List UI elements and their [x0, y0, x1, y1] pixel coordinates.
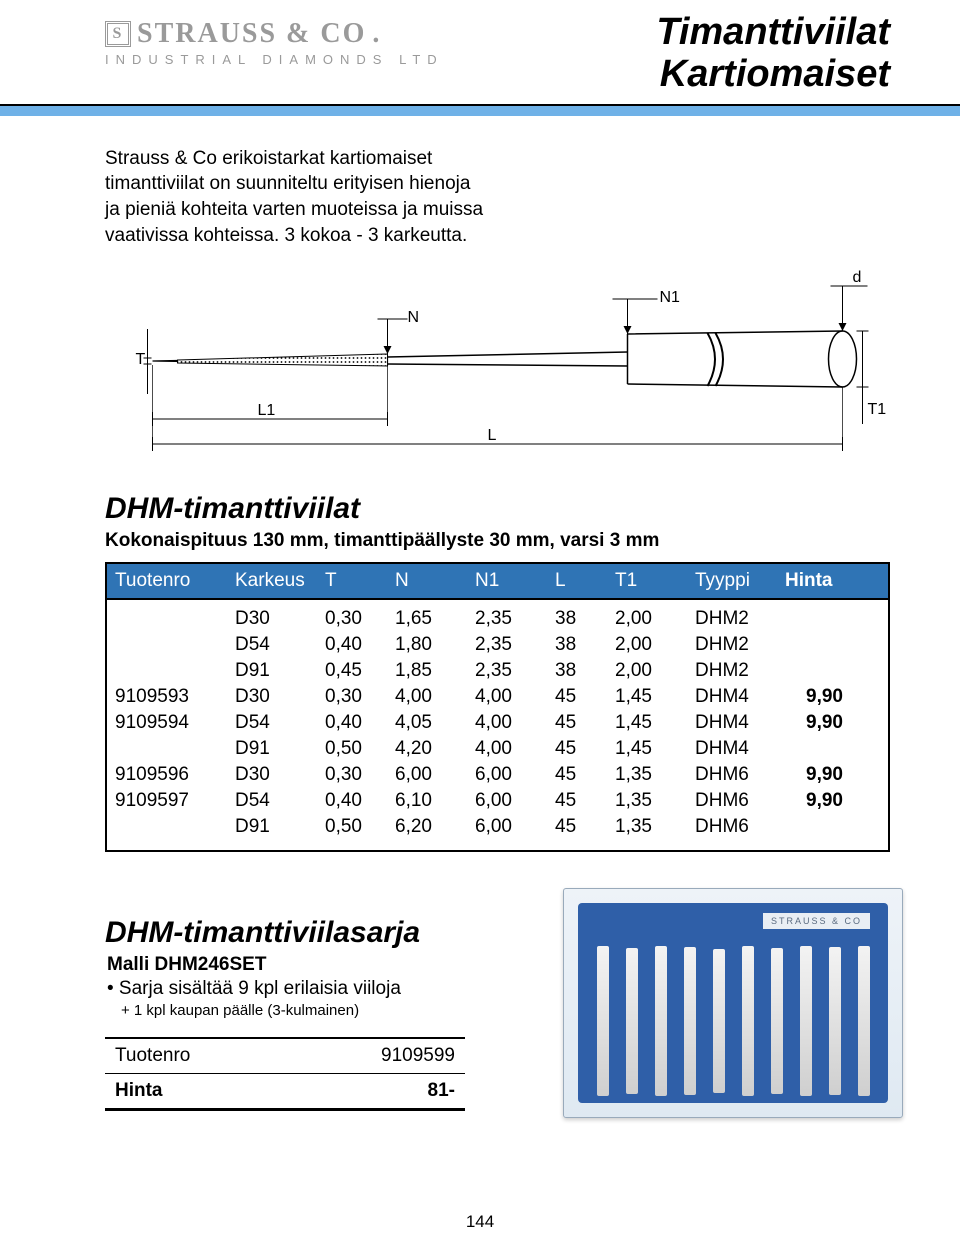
table-col-tuotenro: Tuotenro — [107, 564, 227, 598]
table-row: D910,504,204,00451,45DHM4 — [107, 736, 888, 762]
product-photo: STRAUSS & CO — [563, 888, 903, 1118]
table-col-hinta: Hinta — [777, 564, 857, 598]
table-col-n: N — [387, 564, 467, 598]
logo-icon: S — [105, 21, 131, 47]
company-logo: S STRAUSS & CO. INDUSTRIAL DIAMONDS LTD — [105, 18, 444, 67]
mini-table-row: Tuotenro9109599 — [105, 1039, 465, 1074]
table-row: D910,506,206,00451,35DHM6 — [107, 814, 888, 840]
dim-l: L — [488, 427, 497, 444]
table-col-tyyppi: Tyyppi — [687, 564, 777, 598]
logo-subtext: INDUSTRIAL DIAMONDS LTD — [105, 52, 444, 67]
file-stick — [597, 946, 609, 1096]
table-row: D300,301,652,35382,00DHM2 — [107, 606, 888, 632]
file-stick — [655, 946, 667, 1096]
technical-diagram: T N N1 d T1 L1 — [105, 264, 890, 464]
table-col-t: T — [317, 564, 387, 598]
dim-t: T — [136, 351, 146, 368]
dim-l1: L1 — [258, 402, 276, 419]
mini-table-row: Hinta81- — [105, 1074, 465, 1108]
dim-n1: N1 — [660, 289, 681, 306]
table-row: 9109594D540,404,054,00451,45DHM49,90 — [107, 710, 888, 736]
file-stick — [713, 949, 725, 1093]
dim-n: N — [408, 309, 420, 326]
section1-heading: DHM-timanttiviilat — [105, 492, 960, 526]
page-title: Timanttiviilat Kartiomaiset — [656, 12, 890, 96]
header-band — [0, 104, 960, 116]
table-col-n1: N1 — [467, 564, 547, 598]
table-row: D910,451,852,35382,00DHM2 — [107, 658, 888, 684]
dhm-table: TuotenroKarkeusTNN1LT1TyyppiHinta D300,3… — [105, 562, 890, 852]
title-line-2: Kartiomaiset — [656, 54, 890, 96]
table-row: 9109597D540,406,106,00451,35DHM69,90 — [107, 788, 888, 814]
file-stick — [800, 946, 812, 1096]
table-col-l: L — [547, 564, 607, 598]
intro-text: Strauss & Co erikoistarkat kartiomaiset … — [0, 116, 620, 249]
table-row: 9109593D300,304,004,00451,45DHM49,90 — [107, 684, 888, 710]
model-label: Malli DHM246SET — [107, 954, 535, 976]
page-header: S STRAUSS & CO. INDUSTRIAL DIAMONDS LTD … — [0, 0, 960, 96]
table-row: 9109596D300,306,006,00451,35DHM69,90 — [107, 762, 888, 788]
file-stick — [742, 946, 754, 1096]
dim-t1: T1 — [868, 401, 887, 418]
table-row: D540,401,802,35382,00DHM2 — [107, 632, 888, 658]
file-stick — [626, 948, 638, 1094]
dim-d: d — [853, 269, 862, 286]
section2-heading: DHM-timanttiviilasarja — [105, 916, 535, 950]
set-contents: • Sarja sisältää 9 kpl erilaisia viiloja — [107, 978, 535, 1000]
title-line-1: Timanttiviilat — [656, 12, 890, 54]
file-stick — [829, 947, 841, 1095]
table-header-row: TuotenroKarkeusTNN1LT1TyyppiHinta — [107, 564, 888, 600]
section1-subheading: Kokonaispituus 130 mm, timanttipäällyste… — [105, 530, 960, 552]
file-stick — [771, 948, 783, 1094]
table-col-t1: T1 — [607, 564, 687, 598]
table-col-karkeus: Karkeus — [227, 564, 317, 598]
logo-text: STRAUSS & CO — [137, 18, 366, 50]
set-price-table: Tuotenro9109599Hinta81- — [105, 1037, 465, 1111]
file-stick — [858, 946, 870, 1096]
page-number: 144 — [0, 1212, 960, 1232]
pouch-brand-label: STRAUSS & CO — [763, 913, 870, 929]
set-note: + 1 kpl kaupan päälle (3-kulmainen) — [121, 1002, 535, 1019]
file-stick — [684, 947, 696, 1095]
